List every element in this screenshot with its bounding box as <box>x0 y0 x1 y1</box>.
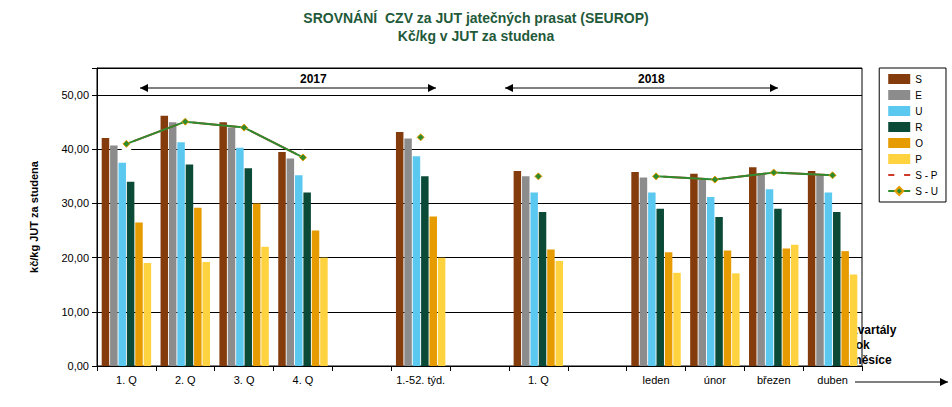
svg-text:4. Q: 4. Q <box>293 374 314 386</box>
svg-text:40,00: 40,00 <box>61 143 89 155</box>
svg-text:1.-52. týd.: 1.-52. týd. <box>396 374 445 386</box>
svg-text:30,00: 30,00 <box>61 197 89 209</box>
svg-text:10,00: 10,00 <box>61 306 89 318</box>
svg-text:1. Q: 1. Q <box>528 374 549 386</box>
svg-text:rok: rok <box>851 337 870 352</box>
svg-text:1. Q: 1. Q <box>116 374 137 386</box>
svg-text:únor: únor <box>704 374 726 386</box>
svg-text:kvartály: kvartály <box>851 323 897 337</box>
svg-text:březen: březen <box>757 374 791 386</box>
svg-text:2018: 2018 <box>638 72 665 86</box>
svg-text:3. Q: 3. Q <box>234 374 255 386</box>
svg-text:2. Q: 2. Q <box>175 374 196 386</box>
svg-text:leden: leden <box>643 374 670 386</box>
svg-text:měsíce: měsíce <box>851 352 892 367</box>
svg-text:Kč/kg v JUT za studena: Kč/kg v JUT za studena <box>398 28 555 44</box>
svg-text:S - P: S - P <box>915 170 938 181</box>
svg-text:O: O <box>915 138 923 149</box>
svg-text:U: U <box>915 106 922 117</box>
svg-text:R: R <box>915 122 922 133</box>
svg-text:20,00: 20,00 <box>61 252 89 264</box>
svg-text:P: P <box>915 154 922 165</box>
svg-text:S: S <box>915 74 922 85</box>
svg-text:SROVNÁNÍ CZV za JUT jatečných: SROVNÁNÍ CZV za JUT jatečných prasat (SE… <box>303 10 648 26</box>
svg-text:2017: 2017 <box>300 72 327 86</box>
svg-text:E: E <box>915 90 922 101</box>
svg-text:50,00: 50,00 <box>61 89 89 101</box>
svg-text:duben: duben <box>817 374 848 386</box>
svg-text:S - U: S - U <box>915 186 938 197</box>
svg-text:0,00: 0,00 <box>68 360 89 372</box>
svg-text:kč/kg JUT za studena: kč/kg JUT za studena <box>28 160 40 273</box>
